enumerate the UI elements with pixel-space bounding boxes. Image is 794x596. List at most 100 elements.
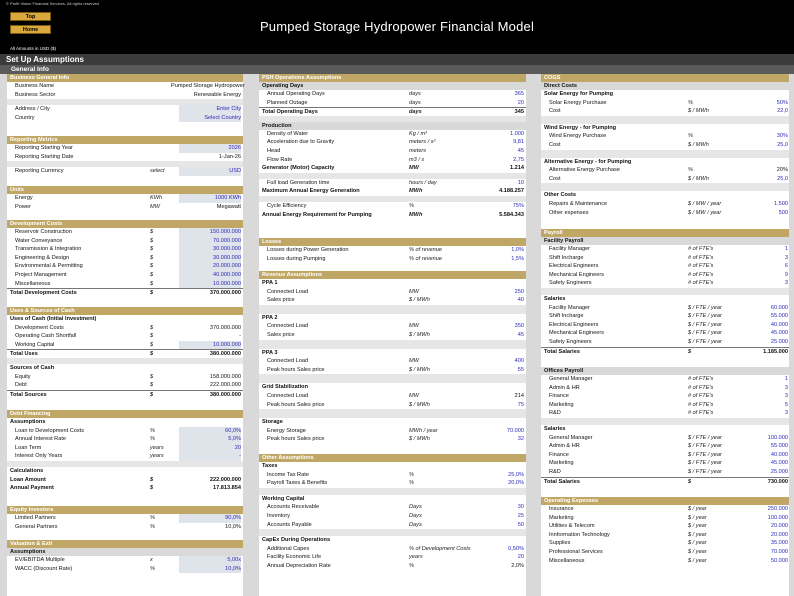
fte-input[interactable]: 9 xyxy=(784,271,788,278)
ppa2-price-input[interactable]: 45 xyxy=(517,331,524,338)
city-input[interactable]: Enter City xyxy=(179,105,241,114)
operating-days-input[interactable]: 365 xyxy=(514,91,524,97)
solar-cost-input[interactable]: 22,0 xyxy=(777,108,788,115)
salary-input[interactable]: 55.000 xyxy=(770,443,788,450)
reservoir-cost-input[interactable]: 150.000.000 xyxy=(179,228,241,237)
table-row: Project Management $40.000.000 xyxy=(7,270,243,280)
loan-term-input[interactable]: 20 xyxy=(179,443,241,453)
country-select[interactable]: Select Country xyxy=(179,113,241,123)
fte-input[interactable]: 1 xyxy=(784,246,788,252)
ppa2-load-input[interactable]: 350 xyxy=(514,323,524,330)
income-tax-input[interactable]: 25,0% xyxy=(508,471,524,478)
salary-input[interactable]: 45.000 xyxy=(770,460,788,467)
transmission-input[interactable]: 30.000.000 xyxy=(179,245,241,254)
ppa3-price-input[interactable]: 55 xyxy=(517,366,524,373)
generation-time-input[interactable]: 10 xyxy=(517,179,524,186)
ev-ebitda-input[interactable]: 5,00x xyxy=(179,556,241,565)
top-button[interactable]: Top xyxy=(10,12,51,21)
gravity-input[interactable]: 9,81 xyxy=(513,139,524,146)
row-value: 4.188.257 xyxy=(499,188,524,195)
pumping-loss-input[interactable]: 1,5% xyxy=(511,255,524,262)
section-header: Losses xyxy=(259,238,526,246)
cycle-efficiency-input[interactable]: 75% xyxy=(512,202,524,209)
flow-rate-input[interactable]: 2,75 xyxy=(513,156,524,163)
repairs-input[interactable]: 1.500 xyxy=(774,200,788,207)
ppa1-load-input[interactable]: 250 xyxy=(514,288,524,295)
additional-capex-input[interactable]: 0,50% xyxy=(508,545,524,552)
alt-cost-input[interactable]: 25,0 xyxy=(777,175,788,182)
wacc-input[interactable]: 10,0% xyxy=(179,564,241,574)
row-unit: $ / year xyxy=(688,531,707,538)
opex-input[interactable]: 35.000 xyxy=(770,540,788,547)
payable-days-input[interactable]: 50 xyxy=(517,521,524,528)
fte-input[interactable]: 3 xyxy=(784,384,788,391)
salary-input[interactable]: 40.000 xyxy=(770,321,788,328)
inventory-days-input[interactable]: 25 xyxy=(517,512,524,519)
row-label: Safety Engineers xyxy=(549,338,592,345)
opex-input[interactable]: 20.000 xyxy=(770,531,788,538)
salary-input[interactable]: 40.000 xyxy=(770,451,788,458)
salary-input[interactable]: 60.000 xyxy=(770,304,788,311)
storage-price-input[interactable]: 32 xyxy=(517,436,524,443)
head-input[interactable]: 45 xyxy=(517,147,524,154)
generation-loss-input[interactable]: 1,0% xyxy=(511,247,524,253)
fte-input[interactable]: 6 xyxy=(784,263,788,270)
ppa3-load-input[interactable]: 400 xyxy=(514,358,524,365)
row-unit: $ xyxy=(150,280,154,287)
salary-input[interactable]: 25.000 xyxy=(770,338,788,345)
currency-select[interactable]: USD xyxy=(179,167,241,176)
engineering-input[interactable]: 30.000.000 xyxy=(179,253,241,263)
start-year-input[interactable]: 2026 xyxy=(179,144,241,153)
operating-expenses-section: Operating Expenses Insurance $ / year 250.… xyxy=(541,497,789,565)
water-conveyance-input[interactable]: 70.000.000 xyxy=(179,236,241,246)
spacer xyxy=(7,460,243,467)
fte-input[interactable]: 3 xyxy=(784,280,788,287)
receivable-days-input[interactable]: 30 xyxy=(517,504,524,511)
salary-input[interactable]: 55.000 xyxy=(770,313,788,320)
loan-to-cost-input[interactable]: 60,0% xyxy=(179,426,241,436)
salary-input[interactable]: 45.000 xyxy=(770,330,788,337)
opex-input[interactable]: 250.000 xyxy=(767,506,788,512)
wind-cost-input[interactable]: 25,0 xyxy=(777,141,788,148)
power-unit[interactable]: Megawatt xyxy=(216,203,241,210)
other-expenses-input[interactable]: 500 xyxy=(778,209,788,216)
fte-input[interactable]: 1 xyxy=(784,376,788,382)
fte-input[interactable]: 3 xyxy=(784,410,788,417)
environmental-input[interactable]: 20.000.000 xyxy=(179,262,241,271)
opex-input[interactable]: 20.000 xyxy=(770,523,788,530)
revenue-section: Revenue Assumptions PPA 1 Connected Load… xyxy=(259,271,526,444)
payroll-taxes-input[interactable]: 20,0% xyxy=(508,480,524,487)
title-banner: © Profit Vision Financial Services. All … xyxy=(0,0,794,54)
interest-only-input[interactable]: - xyxy=(179,452,241,461)
debt-financing-section: Debt Financing Assumptions Loan to Devel… xyxy=(7,410,243,493)
energy-unit[interactable]: 1000 KWh xyxy=(179,194,241,203)
economic-life-input[interactable]: 20 xyxy=(517,554,524,561)
fte-input[interactable]: 3 xyxy=(784,393,788,400)
row-label: Losses during Pumping xyxy=(267,255,326,262)
misc-input[interactable]: 10.000.000 xyxy=(179,279,241,289)
planned-outage-input[interactable]: 20 xyxy=(517,99,524,106)
density-input[interactable]: 1.000 xyxy=(510,130,524,137)
home-button[interactable]: Home xyxy=(10,25,51,34)
salary-input[interactable]: 100.000 xyxy=(767,434,788,441)
storage-energy-input[interactable]: 70.000 xyxy=(506,427,524,434)
salary-input[interactable]: 25.000 xyxy=(770,468,788,475)
ppa1-price-input[interactable]: 40 xyxy=(517,297,524,304)
wind-share-input[interactable]: 30% xyxy=(776,133,788,140)
project-management-input[interactable]: 40.000.000 xyxy=(179,270,241,280)
working-capital-input[interactable]: 10.000.000 xyxy=(179,340,241,350)
opex-input[interactable]: 70.000 xyxy=(770,548,788,555)
limited-partners-input[interactable]: 90,0% xyxy=(179,514,241,523)
fte-input[interactable]: 5 xyxy=(784,401,788,408)
solar-share-input[interactable]: 50% xyxy=(776,99,788,106)
table-row: PPA 3 xyxy=(259,349,526,358)
business-name-value[interactable]: Pumped Storage Hydropower xyxy=(171,83,245,89)
grid-price-input[interactable]: 75 xyxy=(517,401,524,408)
table-row: Taxes xyxy=(259,462,526,471)
interest-rate-input[interactable]: 5,0% xyxy=(179,435,241,444)
fte-input[interactable]: 3 xyxy=(784,254,788,261)
row-unit: days xyxy=(409,109,422,116)
opex-input[interactable]: 100.000 xyxy=(767,514,788,521)
opex-input[interactable]: 50.000 xyxy=(770,557,788,564)
business-sector-value[interactable]: Renewable Energy xyxy=(193,91,241,98)
